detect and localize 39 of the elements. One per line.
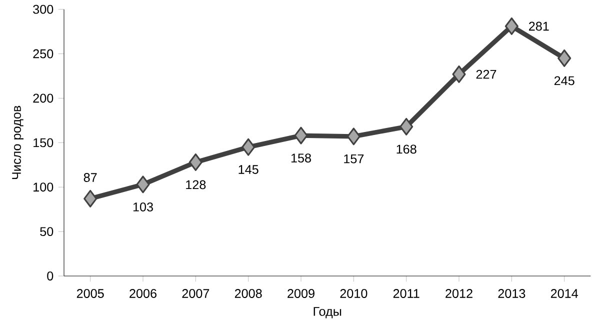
x-tick-label: 2009 bbox=[288, 289, 314, 298]
point bbox=[294, 126, 308, 144]
data-label: 157 bbox=[344, 154, 364, 164]
y-tick-label: 100 bbox=[34, 182, 54, 192]
point bbox=[346, 128, 360, 146]
y-tick-label: 250 bbox=[33, 49, 54, 58]
point bbox=[242, 138, 256, 156]
x-tick-label: 2008 bbox=[234, 289, 262, 298]
x-axis-title: Годы bbox=[314, 307, 342, 318]
data-label: 281 bbox=[528, 22, 549, 31]
x-tick-label: 2012 bbox=[446, 289, 472, 298]
x-tick-label: 2011 bbox=[393, 289, 420, 298]
point bbox=[84, 190, 98, 208]
y-tick-label: 300 bbox=[33, 4, 54, 14]
data-label: 87 bbox=[84, 173, 97, 182]
data-label: 168 bbox=[396, 144, 416, 154]
x-tick-label: 2005 bbox=[76, 289, 104, 298]
x-tick-label: 2010 bbox=[340, 289, 368, 298]
y-tick-label: 0 bbox=[47, 272, 54, 280]
x-tick-label: 2007 bbox=[182, 289, 210, 298]
x-tick-label: 2014 bbox=[550, 289, 578, 298]
y-tick-label: 200 bbox=[33, 94, 54, 103]
x-tick-label: 2006 bbox=[130, 289, 156, 298]
point bbox=[400, 118, 414, 136]
point bbox=[504, 17, 518, 35]
point bbox=[558, 49, 572, 67]
y-axis-title: Число родов bbox=[12, 106, 24, 180]
y-tick-label: 150 bbox=[34, 138, 54, 148]
data-label: 103 bbox=[133, 202, 153, 212]
point bbox=[188, 153, 202, 171]
point bbox=[452, 65, 466, 83]
y-tick-label: 50 bbox=[40, 227, 54, 236]
x-tick-label: 2013 bbox=[498, 289, 526, 298]
data-label: 128 bbox=[186, 180, 206, 190]
data-label: 227 bbox=[476, 70, 496, 79]
point bbox=[136, 176, 150, 194]
data-label: 145 bbox=[238, 165, 258, 174]
data-label: 245 bbox=[554, 76, 574, 86]
data-label: 158 bbox=[291, 154, 311, 163]
